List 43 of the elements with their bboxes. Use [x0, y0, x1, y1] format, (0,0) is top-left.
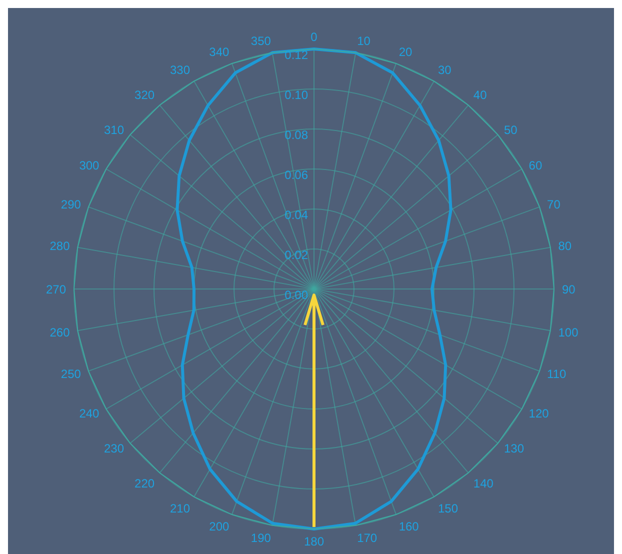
spoke-label: 0 — [310, 30, 318, 44]
spoke-label: 40 — [473, 88, 488, 102]
spoke-label: 340 — [209, 44, 230, 59]
spoke-label: 110 — [547, 367, 566, 382]
spoke-label: 50 — [504, 122, 518, 137]
spoke-label: 270 — [46, 282, 66, 296]
spoke-label: 320 — [134, 88, 155, 102]
spoke-label: 180 — [304, 534, 324, 549]
spoke-label: 100 — [558, 325, 579, 340]
spoke-label: 150 — [438, 501, 458, 516]
spoke-label: 330 — [170, 63, 190, 78]
spoke-label: 120 — [528, 406, 550, 420]
spoke-label: 200 — [209, 520, 230, 534]
y-tick-label: 0.00 — [284, 288, 308, 302]
spoke-label: 130 — [504, 442, 524, 456]
spoke-label: 280 — [50, 239, 70, 254]
y-tick-label: 0.04 — [284, 208, 308, 222]
spoke-label: 260 — [50, 325, 70, 340]
spoke-label: 140 — [473, 476, 494, 490]
spoke-label: 350 — [250, 34, 272, 48]
spoke-label: 230 — [104, 442, 124, 456]
spoke-label: 310 — [104, 122, 124, 137]
spoke-label: 160 — [398, 520, 420, 534]
spoke-label: 190 — [250, 530, 272, 545]
spoke-label: 70 — [547, 197, 561, 212]
spoke-label: 210 — [170, 501, 190, 516]
spoke-label: 80 — [558, 239, 572, 254]
spoke-label: 220 — [134, 476, 155, 490]
spoke-label: 60 — [528, 158, 542, 172]
spoke-label: 90 — [562, 282, 576, 296]
y-tick-label: 0.08 — [284, 128, 308, 142]
spoke-label: 300 — [79, 158, 100, 172]
spoke-label: 20 — [398, 44, 412, 59]
spoke-label: 240 — [79, 406, 100, 420]
spoke-label: 170 — [357, 530, 378, 545]
spoke-label: 290 — [60, 197, 82, 212]
y-tick-label: 0.12 — [284, 48, 308, 62]
y-tick-label: 0.02 — [284, 248, 308, 262]
y-tick-label: 0.06 — [284, 168, 308, 182]
spoke-label: 10 — [357, 34, 371, 48]
y-tick-label: 0.10 — [284, 88, 308, 102]
spoke-label: 30 — [438, 63, 452, 78]
spoke-label: 250 — [60, 367, 82, 382]
